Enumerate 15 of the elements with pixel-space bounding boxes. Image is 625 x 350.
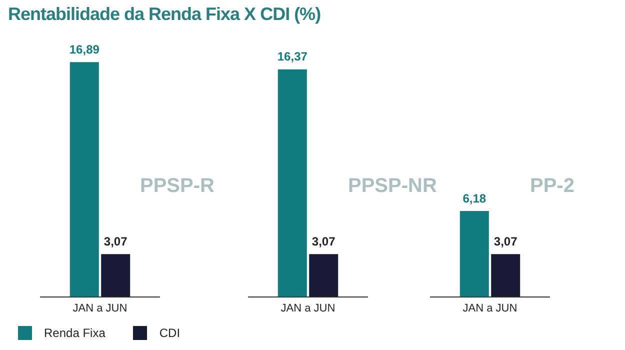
x-tick-label: JAN a JUN: [462, 302, 518, 314]
x-tick-label: JAN a JUN: [280, 302, 336, 314]
text: PPSP-NR: [348, 175, 437, 198]
data-label: 3,07: [104, 234, 128, 248]
data-label: 16,37: [277, 50, 308, 64]
data-label: 3,07: [312, 234, 336, 248]
legend-label: Renda Fixa: [44, 326, 106, 340]
data-label: 16,89: [69, 42, 100, 56]
data-label: 3,07: [494, 234, 518, 248]
legend-label: CDI: [159, 326, 180, 340]
data-label: 6,18: [462, 191, 486, 206]
x-tick-label: JAN a JUN: [72, 302, 128, 314]
chart-subtitle: PP-2: [530, 175, 574, 198]
chart-title: Rentabilidade da Renda Fixa X CDI (%): [8, 4, 321, 25]
text: PPSP-R: [140, 175, 214, 198]
